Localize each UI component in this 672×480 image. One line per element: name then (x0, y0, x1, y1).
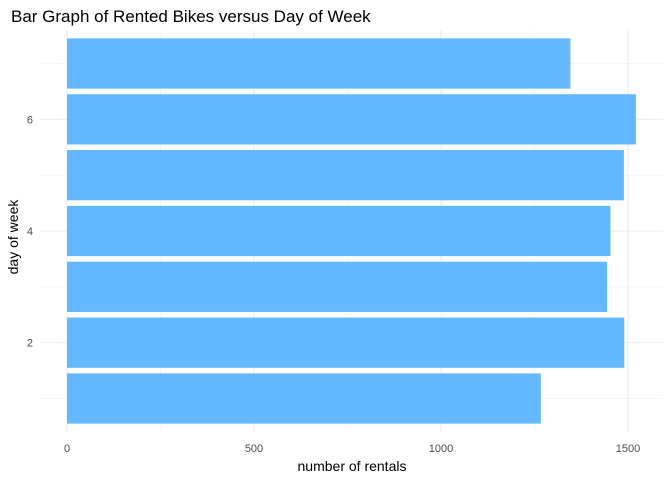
y-tick-label: 2 (27, 338, 33, 350)
x-axis-ticks: 0 500 1000 1500 (64, 443, 640, 455)
bar-day-3 (67, 261, 608, 312)
x-tick-label: 0 (64, 443, 70, 455)
bar-day-1 (67, 373, 541, 424)
bar-day-7 (67, 38, 571, 89)
bars (67, 38, 636, 424)
x-tick-label: 1500 (616, 443, 640, 455)
x-axis-title: number of rentals (298, 458, 407, 474)
bar-day-6 (67, 94, 636, 145)
bar-day-2 (67, 317, 625, 368)
y-tick-label: 6 (27, 114, 33, 126)
bar-day-5 (67, 150, 624, 201)
x-tick-label: 1000 (429, 443, 453, 455)
y-axis-ticks: 2 4 6 (27, 114, 33, 349)
bar-day-4 (67, 205, 611, 257)
y-tick-label: 4 (27, 226, 33, 238)
y-axis-title: day of week (5, 199, 21, 275)
chart-title: Bar Graph of Rented Bikes versus Day of … (11, 7, 371, 26)
x-tick-label: 500 (245, 443, 263, 455)
